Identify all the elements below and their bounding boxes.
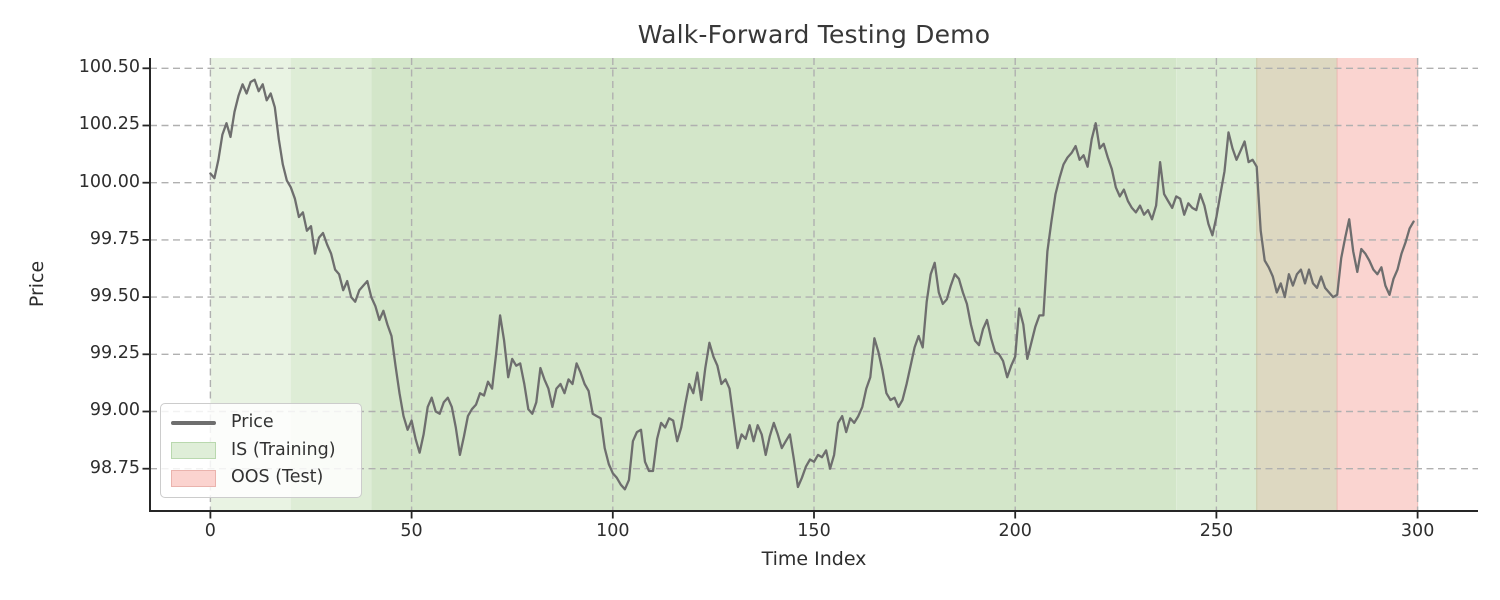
legend-item-oos-test: OOS (Test) bbox=[171, 469, 351, 487]
y-tick-label: 99.75 bbox=[89, 228, 140, 249]
x-tick-label: 0 bbox=[204, 521, 216, 541]
oos-test-swatch bbox=[171, 469, 216, 487]
x-axis-label: Time Index bbox=[761, 548, 867, 570]
chart-title: Walk-Forward Testing Demo bbox=[637, 20, 991, 49]
x-tick-label: 150 bbox=[797, 521, 831, 541]
legend-label-price: Price bbox=[231, 412, 274, 433]
legend-item-is-training: IS (Training) bbox=[171, 439, 351, 460]
legend: Price IS (Training) OOS (Test) bbox=[160, 403, 362, 498]
legend-label-oos-test: OOS (Test) bbox=[231, 467, 324, 488]
legend-label-is-training: IS (Training) bbox=[231, 439, 336, 460]
x-tick-label: 50 bbox=[400, 521, 423, 541]
y-tick-label: 99.00 bbox=[89, 400, 140, 421]
region-oos-test bbox=[1337, 58, 1418, 511]
x-tick-label: 200 bbox=[998, 521, 1032, 541]
price-line bbox=[209, 78, 1415, 491]
y-tick-label: 99.50 bbox=[89, 286, 140, 307]
y-tick-label: 98.75 bbox=[89, 457, 140, 478]
y-tick-label: 100.50 bbox=[78, 57, 140, 78]
region-is-training-3x bbox=[371, 58, 1177, 511]
price-line-swatch bbox=[171, 421, 216, 425]
x-tick-label: 300 bbox=[1400, 521, 1435, 541]
is-training-swatch bbox=[171, 441, 216, 459]
y-tick-label: 99.25 bbox=[89, 343, 140, 364]
legend-item-price: Price bbox=[171, 414, 351, 432]
y-tick-label: 100.00 bbox=[78, 171, 140, 192]
x-tick-label: 100 bbox=[596, 521, 630, 541]
x-tick-label: 250 bbox=[1199, 521, 1234, 541]
y-tick-label: 100.25 bbox=[78, 114, 140, 135]
